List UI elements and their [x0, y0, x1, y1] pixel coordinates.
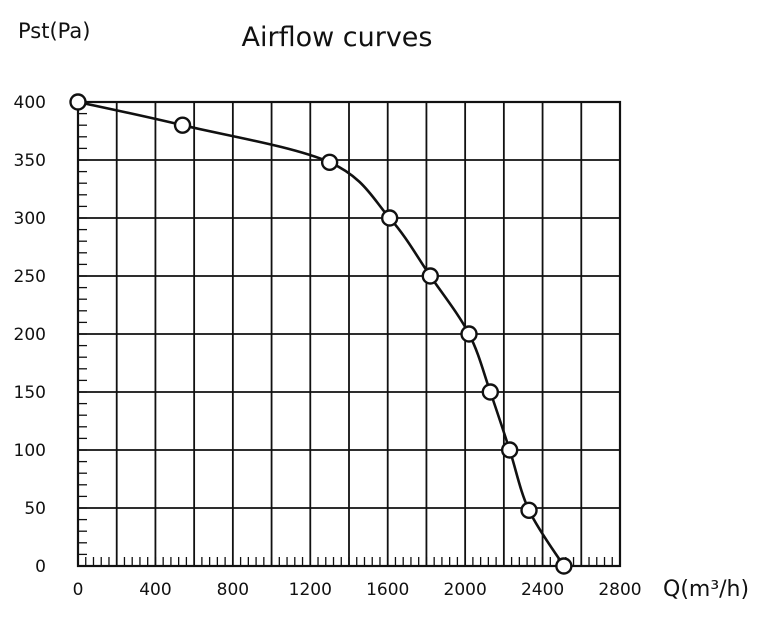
x-tick-label: 0: [73, 580, 84, 600]
chart-title: Airflow curves: [242, 22, 433, 53]
y-tick-label: 0: [35, 557, 46, 577]
x-tick-label: 2000: [444, 580, 487, 600]
data-point-marker: [520, 501, 538, 520]
x-axis-label: Q(m³/h): [663, 577, 749, 602]
x-tick-labels: 0 400 800 1200 1600 2000 2400 2800: [73, 580, 642, 600]
x-tick-label: 1600: [366, 580, 409, 600]
x-tick-label: 400: [139, 580, 171, 600]
y-tick-label: 50: [24, 499, 46, 519]
y-tick-labels: 0 50 100 150 200 250 300 350 400: [14, 93, 46, 577]
data-point-marker: [460, 325, 478, 343]
y-tick-label: 350: [14, 151, 46, 171]
x-tick-label: 800: [217, 580, 249, 600]
plot-frame: [76, 100, 622, 568]
data-point-marker: [555, 557, 573, 575]
y-tick-label: 300: [14, 209, 46, 229]
y-tick-label: 150: [14, 383, 46, 403]
data-point-marker: [500, 441, 519, 459]
data-point-marker: [320, 153, 339, 172]
x-tick-label: 2400: [521, 580, 564, 600]
y-tick-label: 400: [14, 93, 46, 113]
data-markers: [69, 93, 573, 575]
data-point-marker: [421, 267, 439, 285]
y-axis-label: Pst(Pa): [18, 19, 90, 43]
y-tick-label: 200: [14, 325, 46, 345]
x-tick-label: 1200: [289, 580, 332, 600]
data-point-marker: [380, 209, 399, 227]
x-tick-label: 2800: [598, 580, 641, 600]
data-point-marker: [69, 93, 87, 111]
data-point-marker: [481, 383, 500, 401]
data-point-marker: [173, 116, 192, 134]
y-tick-label: 250: [14, 267, 46, 287]
y-tick-label: 100: [14, 441, 46, 461]
chart-grid: [78, 102, 620, 566]
